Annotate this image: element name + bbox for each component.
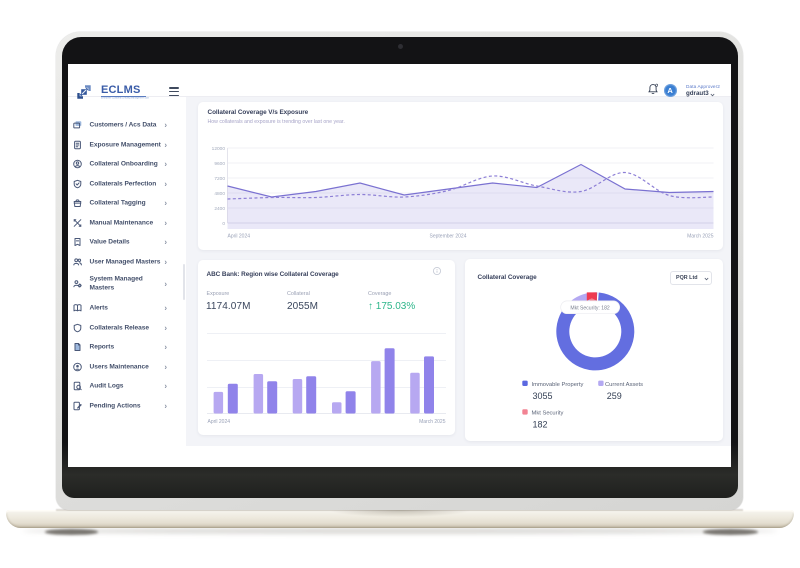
svg-text:Current Assets: Current Assets (605, 382, 643, 388)
svg-text:Mkt Security: Mkt Security (531, 411, 563, 417)
svg-text:April 2024: April 2024 (227, 233, 250, 239)
svg-text:259: 259 (606, 391, 621, 401)
svg-text:Mkt Security: 182: Mkt Security: 182 (570, 306, 610, 312)
svg-text:Immovable Property: Immovable Property (531, 382, 583, 388)
svg-text:9600: 9600 (214, 161, 225, 167)
svg-text:March 2025: March 2025 (419, 419, 446, 425)
svg-text:182: 182 (532, 420, 547, 430)
svg-text:0: 0 (222, 221, 225, 227)
svg-text:7200: 7200 (214, 176, 225, 182)
svg-text:September 2024: September 2024 (429, 233, 466, 239)
svg-text:2400: 2400 (214, 206, 225, 212)
svg-text:April 2024: April 2024 (207, 419, 230, 425)
svg-text:3055: 3055 (532, 391, 552, 401)
svg-text:March 2025: March 2025 (687, 233, 714, 239)
svg-text:4800: 4800 (214, 191, 225, 197)
svg-text:12000: 12000 (211, 146, 225, 152)
